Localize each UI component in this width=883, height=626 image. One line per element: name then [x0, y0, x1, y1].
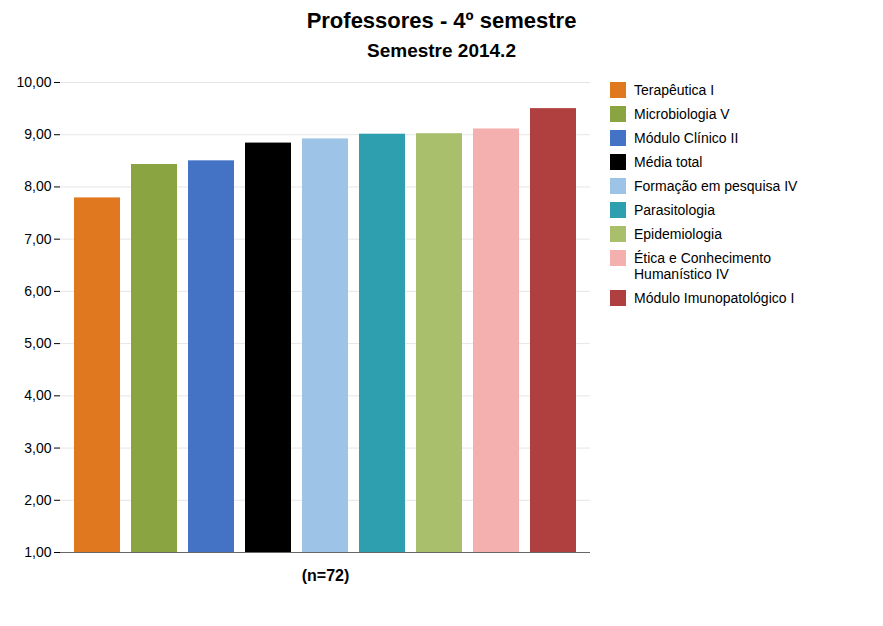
- svg-text:10,00: 10,00: [16, 74, 51, 90]
- html-text:Média total: Média total: [634, 154, 703, 170]
- html-text:Epidemiologia: Epidemiologia: [634, 226, 722, 242]
- html-text:Professores - 4º semestre: Professores - 4º semestre: [306, 8, 577, 33]
- svg-text:4,00: 4,00: [24, 387, 51, 403]
- svg-text:7,00: 7,00: [24, 231, 51, 247]
- html-text:Ética e Conhecimento Humanísti: Ética e Conhecimento Humanístico IV: [634, 250, 771, 282]
- html-text:Terapêutica I: Terapêutica I: [634, 82, 715, 98]
- svg-text:3,00: 3,00: [24, 440, 51, 456]
- svg-text:1,00: 1,00: [24, 544, 51, 560]
- svg-text:5,00: 5,00: [24, 335, 51, 351]
- html-text:Parasitologia: Parasitologia: [634, 202, 715, 218]
- svg-text:8,00: 8,00: [24, 178, 51, 194]
- html-text:Semestre 2014.2: Semestre 2014.2: [367, 40, 516, 61]
- svg-text:6,00: 6,00: [24, 283, 51, 299]
- svg-text:(n=72): (n=72): [302, 567, 350, 584]
- svg-text:2,00: 2,00: [24, 492, 51, 508]
- html-text:Microbiologia V: Microbiologia V: [634, 106, 730, 122]
- html-text:Módulo Clínico II: Módulo Clínico II: [634, 130, 739, 146]
- html-text:Formação em pesquisa IV: Formação em pesquisa IV: [634, 178, 798, 194]
- html-text:Módulo Imunopatológico I: Módulo Imunopatológico I: [634, 290, 795, 306]
- svg-text:9,00: 9,00: [24, 126, 51, 142]
